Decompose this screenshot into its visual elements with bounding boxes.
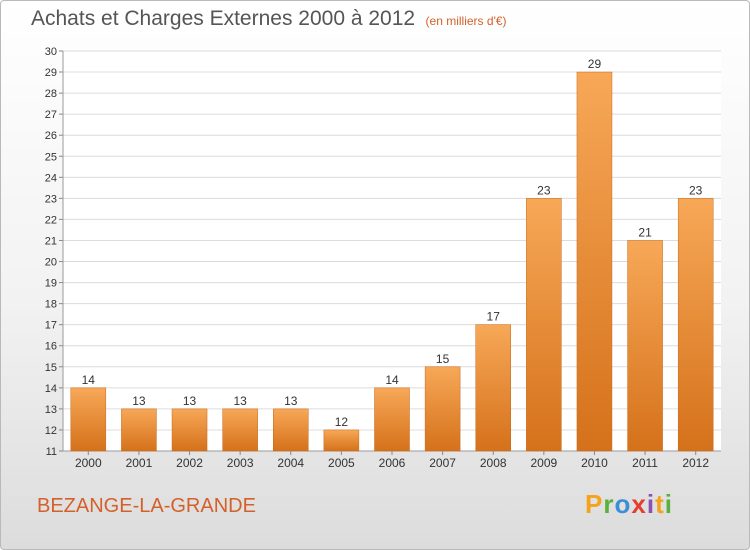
data-label-2010: 29 [588, 57, 602, 71]
data-label-2009: 23 [537, 183, 551, 197]
x-tick-label-2004: 2004 [277, 456, 304, 470]
data-label-2006: 14 [385, 373, 399, 387]
data-label-2008: 17 [487, 310, 501, 324]
y-tick-label: 17 [45, 320, 57, 332]
x-tick-label-2003: 2003 [227, 456, 254, 470]
data-label-2000: 14 [82, 373, 96, 387]
y-tick-label: 26 [45, 130, 57, 142]
y-tick-label: 12 [45, 425, 57, 437]
y-tick-label: 14 [45, 383, 57, 395]
title-row: Achats et Charges Externes 2000 à 2012 (… [31, 7, 507, 31]
bar-2005 [323, 429, 360, 452]
bar-2006 [374, 387, 410, 452]
proxiti-logo: Proxiti [585, 489, 673, 520]
commune-name: BEZANGE-LA-GRANDE [37, 495, 256, 517]
bar-2002 [171, 408, 208, 452]
y-tick-label: 28 [45, 88, 57, 100]
data-label-2004: 13 [284, 394, 298, 408]
x-tick-label-2011: 2011 [632, 456, 658, 470]
bar-2009 [526, 198, 562, 452]
logo-letter: P [585, 489, 604, 519]
x-tick-label-2007: 2007 [429, 456, 456, 470]
y-tick-label: 30 [45, 46, 57, 58]
y-tick-label: 19 [45, 278, 57, 290]
bar-2000 [70, 387, 107, 452]
y-tick-label: 23 [45, 193, 57, 205]
x-tick-label-2008: 2008 [480, 456, 507, 470]
logo-letter: i [646, 489, 656, 519]
logo-letter: r [603, 489, 615, 519]
x-tick-label-2001: 2001 [126, 456, 153, 470]
x-tick-label-2006: 2006 [379, 456, 406, 470]
x-tick-label-2009: 2009 [530, 456, 557, 470]
y-tick-label: 18 [45, 299, 57, 311]
data-label-2011: 21 [638, 225, 652, 239]
x-tick-label-2005: 2005 [328, 456, 355, 470]
data-label-2005: 12 [335, 415, 349, 429]
bar-2008 [475, 324, 511, 452]
y-tick-label: 27 [45, 109, 57, 121]
bar-2001 [121, 408, 157, 452]
x-tick-label-2000: 2000 [75, 456, 102, 470]
bar-2007 [424, 366, 461, 452]
logo-letter: i [664, 489, 673, 519]
x-tick-label-2012: 2012 [682, 456, 709, 470]
data-label-2007: 15 [436, 352, 450, 366]
chart-unit: (en milliers d'€) [425, 14, 507, 28]
data-label-2001: 13 [132, 394, 146, 408]
data-label-2012: 23 [689, 183, 703, 197]
data-label-2003: 13 [233, 394, 247, 408]
bar-2011 [627, 240, 663, 452]
y-tick-label: 13 [45, 404, 57, 416]
y-tick-label: 20 [45, 257, 57, 269]
logo-letter: o [614, 489, 632, 519]
bar-2012 [677, 198, 714, 452]
x-tick-label-2010: 2010 [581, 456, 608, 470]
bar-2003 [222, 408, 258, 452]
logo-letter: x [631, 489, 647, 519]
y-tick-label: 21 [45, 235, 57, 247]
bar-2010 [576, 71, 613, 452]
y-tick-label: 24 [45, 172, 57, 184]
y-tick-label: 29 [45, 67, 57, 79]
logo-letter: t [655, 489, 665, 519]
data-label-2002: 13 [183, 394, 197, 408]
y-tick-label: 15 [45, 362, 57, 374]
x-tick-label-2002: 2002 [176, 456, 203, 470]
y-tick-label: 22 [45, 214, 57, 226]
y-tick-label: 25 [45, 151, 57, 163]
bar-2004 [273, 408, 309, 452]
y-tick-label: 16 [45, 341, 57, 353]
chart-title: Achats et Charges Externes 2000 à 2012 [31, 7, 416, 30]
y-tick-label: 11 [46, 446, 57, 458]
